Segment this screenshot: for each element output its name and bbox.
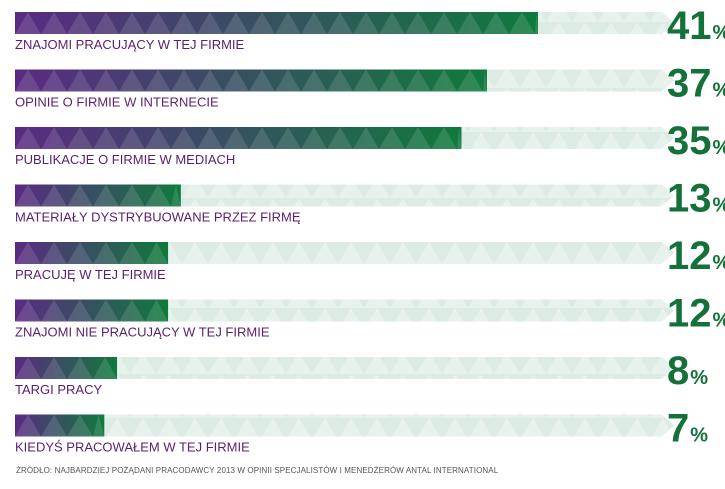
bar-track	[15, 242, 674, 264]
value-label: 12%	[667, 292, 725, 336]
source-note: ŹRÓDŁO: NAJBARDZIEJ POŻĄDANI PRACODAWCY …	[16, 466, 499, 475]
bar	[15, 357, 118, 379]
bar-triangle-texture	[15, 299, 169, 322]
bar-row: MATERIAŁY DYSTRYBUOWANE PRZEZ FIRMĘ 13%	[15, 177, 725, 225]
bar-row: KIEDYŚ PRACOWAŁEM W TEJ FIRMIE 7%	[15, 407, 708, 455]
bar	[15, 242, 169, 264]
category-label: ZNAJOMI NIE PRACUJĄCY W TEJ FIRMIE	[15, 325, 270, 340]
category-label: TARGI PRACY	[15, 382, 102, 397]
bar-track	[15, 414, 674, 437]
bar-triangle-texture	[15, 184, 181, 207]
bar-triangle-texture	[15, 127, 462, 149]
value-label: 35%	[667, 119, 725, 163]
bar	[15, 414, 105, 437]
bar-triangle-texture	[15, 414, 105, 437]
value-label: 8%	[667, 349, 708, 393]
bar-triangle-texture	[15, 242, 169, 264]
bar	[15, 69, 487, 92]
value-label: 13%	[667, 177, 725, 221]
bar-track	[15, 299, 674, 322]
bar-row: PUBLIKACJE O FIRMIE W MEDIACH 35%	[15, 119, 725, 167]
bar-row: ZNAJOMI PRACUJĄCY W TEJ FIRMIE 41%	[15, 4, 725, 52]
category-label: PRACUJĘ W TEJ FIRMIE	[15, 267, 166, 282]
bar	[15, 299, 169, 322]
bar-triangle-texture	[15, 12, 538, 34]
category-label: KIEDYŚ PRACOWAŁEM W TEJ FIRMIE	[15, 440, 250, 455]
category-label: MATERIAŁY DYSTRYBUOWANE PRZEZ FIRMĘ	[15, 210, 301, 225]
bar-triangle-texture	[15, 69, 487, 92]
category-label: ZNAJOMI PRACUJĄCY W TEJ FIRMIE	[15, 37, 245, 52]
category-label: PUBLIKACJE O FIRMIE W MEDIACH	[15, 152, 235, 167]
bar	[15, 12, 538, 34]
value-label: 7%	[667, 407, 708, 451]
bar	[15, 184, 181, 207]
value-label: 37%	[667, 62, 725, 106]
value-label: 41%	[667, 4, 725, 48]
value-label: 12%	[667, 234, 725, 278]
category-label: OPINIE O FIRMIE W INTERNECIE	[15, 95, 219, 110]
bar-track	[15, 357, 674, 379]
bar-row: OPINIE O FIRMIE W INTERNECIE 37%	[15, 62, 725, 110]
bar	[15, 127, 462, 149]
bar-row: TARGI PRACY 8%	[15, 349, 708, 397]
bar-triangle-texture	[15, 357, 118, 379]
bar-row: PRACUJĘ W TEJ FIRMIE 12%	[15, 234, 725, 282]
bar-row: ZNAJOMI NIE PRACUJĄCY W TEJ FIRMIE 12%	[15, 292, 725, 340]
